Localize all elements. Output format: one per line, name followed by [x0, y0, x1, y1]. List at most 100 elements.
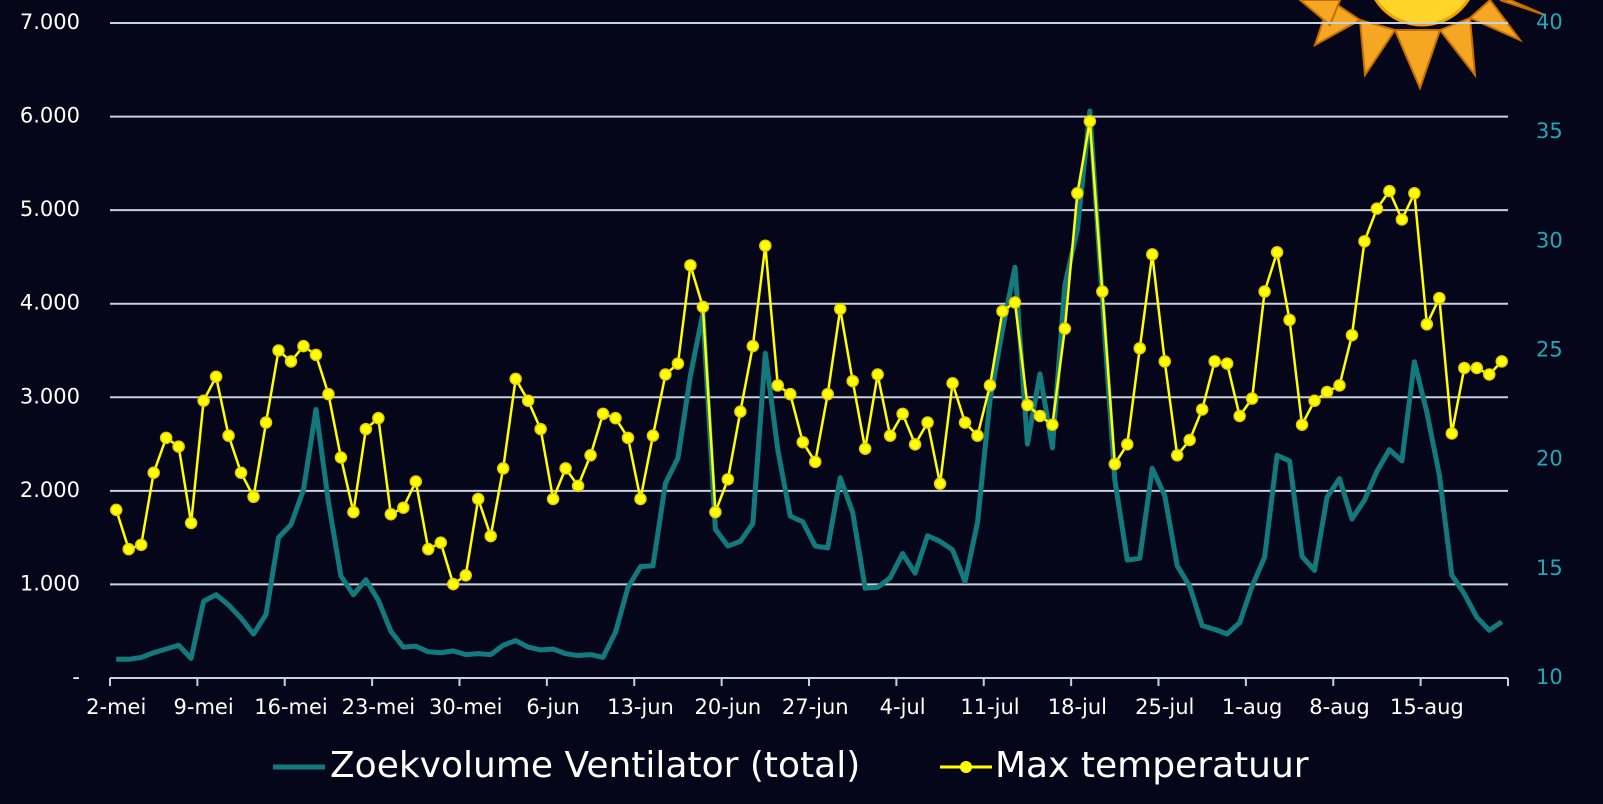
data-point	[797, 437, 808, 448]
x-tick-label: 25-jul	[1135, 695, 1194, 719]
data-point	[1297, 419, 1308, 430]
data-point	[772, 380, 783, 391]
data-point	[510, 373, 521, 384]
data-point	[760, 240, 771, 251]
data-point	[947, 378, 958, 389]
data-point	[922, 417, 933, 428]
data-point	[897, 408, 908, 419]
chart: -1.0002.0003.0004.0005.0006.0007.0001015…	[0, 0, 1603, 804]
data-point	[161, 432, 172, 443]
data-point	[1134, 343, 1145, 354]
x-tick-label: 27-jun	[782, 695, 849, 719]
data-point	[111, 504, 122, 515]
x-tick-label: 6-jun	[526, 695, 579, 719]
data-point	[448, 579, 459, 590]
page: {"chart_data": {"type": "line", "categor…	[0, 0, 1603, 804]
data-point	[1122, 439, 1133, 450]
data-point	[697, 301, 708, 312]
legend-label: Zoekvolume Ventilator (total)	[330, 745, 860, 786]
x-tick-label: 4-jul	[880, 695, 926, 719]
x-tick-label: 15-aug	[1390, 695, 1464, 719]
data-point	[735, 406, 746, 417]
data-point	[1272, 247, 1283, 258]
data-point	[1159, 356, 1170, 367]
data-point	[148, 467, 159, 478]
data-point	[223, 430, 234, 441]
y-tick-label: 1.000	[20, 571, 80, 595]
data-point	[1234, 411, 1245, 422]
data-point	[1421, 319, 1432, 330]
data-point	[1097, 286, 1108, 297]
data-point	[323, 389, 334, 400]
series-line	[116, 121, 1502, 584]
data-point	[935, 478, 946, 489]
data-point	[335, 452, 346, 463]
x-tick-label: 1-aug	[1222, 695, 1282, 719]
data-point	[623, 432, 634, 443]
y-tick-label: 2.000	[20, 478, 80, 502]
data-point	[1209, 356, 1220, 367]
data-point	[1072, 188, 1083, 199]
data-point	[136, 539, 147, 550]
data-point	[560, 463, 571, 474]
data-point	[1446, 428, 1457, 439]
data-point	[972, 430, 983, 441]
data-point	[535, 424, 546, 435]
data-point	[1184, 435, 1195, 446]
data-point	[385, 509, 396, 520]
data-point	[847, 376, 858, 387]
y2-tick-label: 15	[1536, 556, 1563, 580]
y-tick-label: -	[72, 665, 80, 689]
data-point	[872, 369, 883, 380]
data-point	[348, 507, 359, 518]
data-point	[460, 570, 471, 581]
legend-label: Max temperatuur	[995, 745, 1309, 786]
data-point	[1259, 286, 1270, 297]
data-point	[123, 544, 134, 555]
data-point	[273, 345, 284, 356]
data-point	[647, 430, 658, 441]
data-point	[885, 430, 896, 441]
data-point	[1222, 358, 1233, 369]
data-point	[1384, 186, 1395, 197]
data-point	[573, 480, 584, 491]
data-point	[747, 341, 758, 352]
data-point	[298, 341, 309, 352]
data-point	[1409, 188, 1420, 199]
y-tick-label: 3.000	[20, 384, 80, 408]
data-point	[1022, 400, 1033, 411]
data-point	[523, 395, 534, 406]
x-tick-label: 18-jul	[1048, 695, 1107, 719]
data-point	[1484, 369, 1495, 380]
data-point	[785, 389, 796, 400]
data-point	[1047, 419, 1058, 430]
data-point	[435, 537, 446, 548]
x-tick-label: 23-mei	[342, 695, 416, 719]
data-point	[410, 476, 421, 487]
data-point	[1172, 450, 1183, 461]
data-point	[485, 531, 496, 542]
y2-tick-label: 40	[1536, 10, 1563, 34]
data-point	[236, 467, 247, 478]
data-point	[186, 517, 197, 528]
data-point	[173, 441, 184, 452]
data-point	[1309, 395, 1320, 406]
data-point	[672, 358, 683, 369]
y2-tick-label: 25	[1536, 338, 1563, 362]
x-tick-label: 16-mei	[254, 695, 328, 719]
data-point	[1059, 323, 1070, 334]
data-point	[373, 413, 384, 424]
data-point	[1371, 203, 1382, 214]
data-point	[960, 417, 971, 428]
data-point	[285, 356, 296, 367]
data-point	[198, 395, 209, 406]
data-point	[211, 371, 222, 382]
data-point	[1459, 362, 1470, 373]
data-point	[1434, 293, 1445, 304]
data-point	[660, 369, 671, 380]
data-point	[248, 491, 259, 502]
y-tick-label: 4.000	[20, 291, 80, 315]
y2-tick-label: 35	[1536, 119, 1563, 143]
data-point	[423, 544, 434, 555]
series-line	[116, 111, 1502, 659]
